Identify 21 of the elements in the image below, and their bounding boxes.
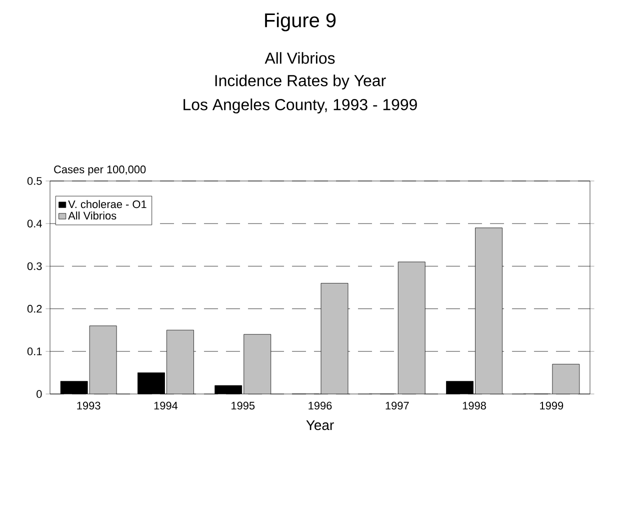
x-axis-title: Year [306, 420, 334, 430]
y-tick-label: 0.5 [27, 177, 42, 185]
y-tick-label: 0.4 [27, 220, 42, 228]
x-tick-label: 1993 [77, 402, 100, 410]
x-tick-label: 1996 [308, 402, 332, 410]
chart-title: Figure 9 [265, 12, 336, 32]
legend-label: V. cholerae - O1 [68, 200, 146, 208]
x-tick-label: 1995 [232, 402, 255, 410]
y-axis-title: Cases per 100,000 [54, 166, 146, 176]
y-tick-label: 0.2 [27, 304, 42, 313]
x-tick-label: 1999 [540, 402, 564, 410]
chart-subtitle: All Vibrios [264, 52, 335, 64]
x-tick-label: 1994 [154, 402, 178, 410]
legend-label: All Vibrios [68, 212, 116, 220]
y-tick-label: 0 [36, 390, 42, 398]
x-tick-label: 1998 [462, 402, 486, 410]
y-tick-label: 0.3 [27, 262, 42, 270]
x-tick-label: 1997 [386, 402, 409, 410]
y-tick-label: 0.1 [27, 348, 42, 356]
text: Incidence Rates by Year [215, 74, 386, 90]
text: Los Angeles County, 1993 - 1999 [184, 98, 417, 114]
